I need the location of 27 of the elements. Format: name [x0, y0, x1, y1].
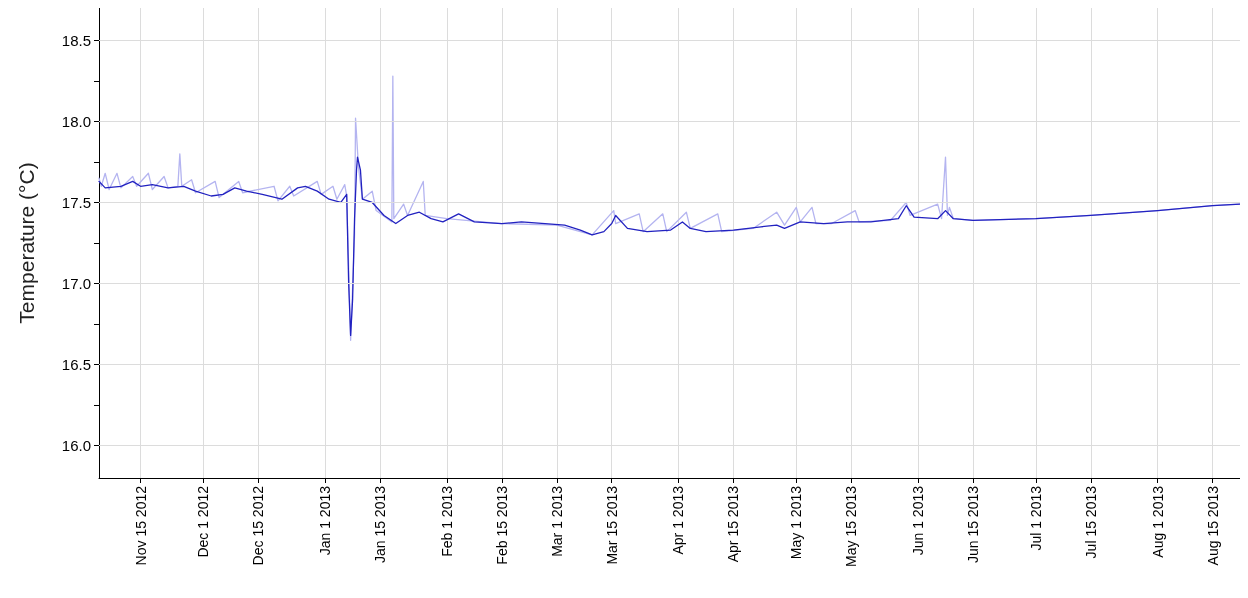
x-tick-label: Jun 15 2013 [964, 485, 981, 564]
x-tick-label: Aug 15 2013 [1204, 485, 1221, 566]
y-tick-label: 16.0 [61, 437, 91, 455]
x-tick-label: Mar 15 2013 [603, 485, 620, 565]
x-tick-label: Apr 15 2013 [725, 485, 742, 563]
x-tick-label: May 15 2013 [843, 485, 860, 567]
x-tick-label: Feb 1 2013 [438, 485, 455, 557]
x-tick-label: Apr 1 2013 [670, 485, 687, 555]
y-tick-label: 17.0 [61, 275, 91, 293]
y-tick-label: 18.5 [61, 31, 91, 49]
x-tick-label: Dec 15 2012 [250, 485, 267, 566]
x-tick-label: Aug 1 2013 [1149, 485, 1166, 558]
x-tick-label: Jul 15 2013 [1082, 485, 1099, 559]
x-tick-label: Jul 1 2013 [1027, 485, 1044, 551]
x-tick-label: Feb 15 2013 [493, 485, 510, 565]
x-tick-label: May 1 2013 [788, 485, 805, 560]
x-tick-label: Nov 15 2012 [132, 485, 149, 566]
y-axis-title: Temperature (°C) [15, 162, 38, 324]
x-tick-label: Jan 15 2013 [372, 485, 389, 564]
y-tick-label: 16.5 [61, 356, 91, 374]
x-tick-label: Mar 1 2013 [548, 485, 565, 557]
y-tick-label: 17.5 [61, 193, 91, 211]
x-tick-label: Jan 1 2013 [317, 485, 334, 556]
x-tick-label: Jun 1 2013 [910, 485, 927, 556]
y-tick-label: 18.0 [61, 112, 91, 130]
x-tick-label: Dec 1 2012 [195, 485, 212, 558]
line-series [98, 156, 1240, 337]
